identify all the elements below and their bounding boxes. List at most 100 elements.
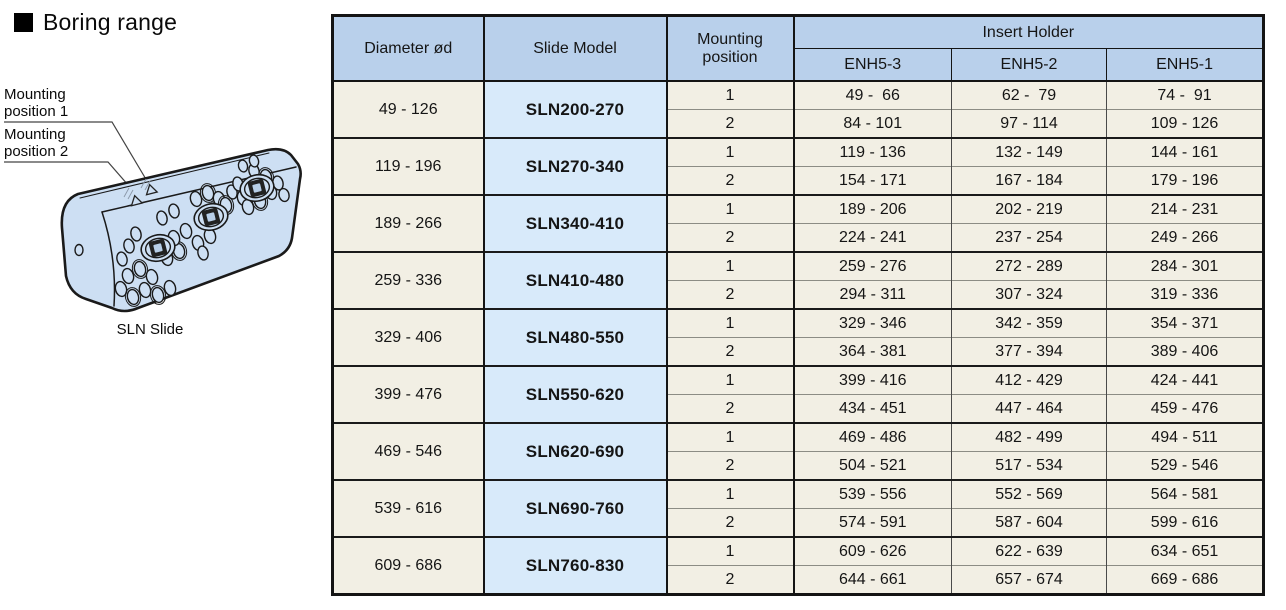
range-cell-enh5-3: 469 - 486 — [793, 422, 952, 452]
mounting-position-2-marker — [130, 194, 144, 207]
header-row-1: Diameter ød Slide Model Mounting positio… — [332, 15, 1265, 82]
diameter-cell: 49 - 126 — [332, 80, 485, 138]
mounting-position-header: Mounting position — [666, 15, 795, 82]
diameter-cell: 119 - 196 — [332, 137, 485, 195]
range-cell-enh5-1: 179 - 196 — [1105, 166, 1264, 195]
range-cell-enh5-1: 319 - 336 — [1105, 280, 1264, 309]
range-cell-enh5-3: 84 - 101 — [793, 109, 952, 138]
diameter-header: Diameter ød — [332, 15, 485, 82]
diameter-cell: 469 - 546 — [332, 422, 485, 480]
diameter-cell: 539 - 616 — [332, 479, 485, 537]
position-cell: 1 — [666, 80, 795, 110]
model-cell: SLN620-690 — [483, 422, 668, 480]
position-cell: 1 — [666, 479, 795, 509]
table-row: 2 644 - 661 657 - 674 669 - 686 — [333, 565, 1264, 595]
range-cell-enh5-1: 424 - 441 — [1105, 365, 1264, 395]
table-row: 189 - 266 SLN340-410 1 189 - 206 202 - 219 21… — [332, 194, 1264, 252]
position-cell: 1 — [666, 308, 795, 338]
diameter-cell: 329 - 406 — [332, 308, 485, 366]
table-row: 2 504 - 521 517 - 534 529 - 546 — [333, 451, 1264, 480]
range-cell-enh5-3: 154 - 171 — [793, 166, 952, 195]
engraving-marks — [123, 178, 151, 200]
range-cell-enh5-1: 109 - 126 — [1105, 109, 1264, 138]
range-cell-enh5-2: 657 - 674 — [951, 565, 1107, 595]
position-cell: 1 — [666, 137, 795, 167]
position-cell: 2 — [666, 223, 795, 252]
range-cell-enh5-1: 74 - 91 — [1105, 80, 1264, 110]
position-cell: 1 — [666, 251, 795, 281]
range-cell-enh5-2: 97 - 114 — [951, 109, 1107, 138]
range-cell-enh5-1: 389 - 406 — [1105, 337, 1264, 366]
table-row: 329 - 406 SLN480-550 1 329 - 346 342 - 359 35… — [332, 308, 1264, 366]
mounting-position-2-label: Mounting position 2 — [4, 126, 69, 160]
range-cell-enh5-1: 284 - 301 — [1105, 251, 1264, 281]
range-cell-enh5-1: 529 - 546 — [1105, 451, 1264, 480]
table-row: 2 294 - 311 307 - 324 319 - 336 — [333, 280, 1264, 309]
range-cell-enh5-1: 494 - 511 — [1105, 422, 1264, 452]
range-cell-enh5-2: 622 - 639 — [951, 536, 1107, 566]
insert-pocket — [140, 233, 176, 263]
range-cell-enh5-2: 237 - 254 — [951, 223, 1107, 252]
range-cell-enh5-1: 459 - 476 — [1105, 394, 1264, 423]
table-row: 2 224 - 241 237 - 254 249 - 266 — [333, 223, 1264, 252]
range-cell-enh5-3: 434 - 451 — [793, 394, 952, 423]
insert-pockets — [140, 173, 275, 263]
position-cell: 2 — [666, 565, 795, 595]
enh5-3-header: ENH5-3 — [793, 48, 952, 82]
range-cell-enh5-1: 634 - 651 — [1105, 536, 1264, 566]
enh5-1-header: ENH5-1 — [1105, 48, 1265, 82]
mounting-position-1-marker — [145, 183, 159, 196]
position-cell: 1 — [666, 365, 795, 395]
slide-model-header: Slide Model — [483, 15, 668, 82]
model-cell: SLN200-270 — [483, 80, 668, 138]
model-cell: SLN550-620 — [483, 365, 668, 423]
table-row: 2 84 - 101 97 - 114 109 - 126 — [333, 109, 1264, 138]
position-cell: 1 — [666, 536, 795, 566]
table-row: 2 154 - 171 167 - 184 179 - 196 — [333, 166, 1264, 195]
sln-slide-drawing — [4, 121, 302, 313]
range-cell-enh5-2: 447 - 464 — [951, 394, 1107, 423]
range-cell-enh5-3: 574 - 591 — [793, 508, 952, 537]
position-cell: 2 — [666, 166, 795, 195]
page-title-text: Boring range — [43, 9, 178, 35]
range-cell-enh5-2: 517 - 534 — [951, 451, 1107, 480]
range-cell-enh5-1: 669 - 686 — [1105, 565, 1264, 595]
header-row-2: ENH5-3 ENH5-2 ENH5-1 — [333, 48, 1265, 82]
model-cell: SLN690-760 — [483, 479, 668, 537]
mounting-position-1-label: Mounting position 1 — [4, 86, 69, 120]
insert-holder-header: Insert Holder — [792, 15, 1265, 49]
table-row: 609 - 686 SLN760-830 1 609 - 626 622 - 639 63… — [332, 536, 1264, 595]
range-cell-enh5-2: 482 - 499 — [951, 422, 1107, 452]
range-cell-enh5-1: 354 - 371 — [1105, 308, 1264, 338]
range-cell-enh5-2: 377 - 394 — [951, 337, 1107, 366]
table-row: 2 434 - 451 447 - 464 459 - 476 — [333, 394, 1264, 423]
range-cell-enh5-3: 539 - 556 — [793, 479, 952, 509]
range-cell-enh5-2: 342 - 359 — [951, 308, 1107, 338]
position-cell: 2 — [666, 109, 795, 138]
range-cell-enh5-1: 144 - 161 — [1105, 137, 1264, 167]
position-cell: 2 — [666, 451, 795, 480]
range-cell-enh5-1: 249 - 266 — [1105, 223, 1264, 252]
range-cell-enh5-3: 644 - 661 — [793, 565, 952, 595]
position-cell: 2 — [666, 508, 795, 537]
diameter-cell: 609 - 686 — [332, 536, 485, 595]
range-cell-enh5-2: 307 - 324 — [951, 280, 1107, 309]
range-cell-enh5-2: 412 - 429 — [951, 365, 1107, 395]
range-cell-enh5-3: 259 - 276 — [793, 251, 952, 281]
table-row: 2 364 - 381 377 - 394 389 - 406 — [333, 337, 1264, 366]
diameter-cell: 259 - 336 — [332, 251, 485, 309]
range-cell-enh5-3: 224 - 241 — [793, 223, 952, 252]
diameter-cell: 399 - 476 — [332, 365, 485, 423]
range-cell-enh5-2: 132 - 149 — [951, 137, 1107, 167]
range-cell-enh5-1: 214 - 231 — [1105, 194, 1264, 224]
range-cell-enh5-2: 202 - 219 — [951, 194, 1107, 224]
table-row: 49 - 126 SLN200-270 1 49 - 66 62 - 79 74 - 91 — [332, 80, 1264, 138]
model-cell: SLN480-550 — [483, 308, 668, 366]
range-cell-enh5-3: 504 - 521 — [793, 451, 952, 480]
range-cell-enh5-2: 62 - 79 — [951, 80, 1107, 110]
table-row: 469 - 546 SLN620-690 1 469 - 486 482 - 499 49… — [332, 422, 1264, 480]
section-marker-icon — [14, 13, 33, 32]
insert-pocket — [193, 202, 229, 232]
range-cell-enh5-3: 119 - 136 — [793, 137, 952, 167]
table-row: 119 - 196 SLN270-340 1 119 - 136 132 - 149 14… — [332, 137, 1264, 195]
